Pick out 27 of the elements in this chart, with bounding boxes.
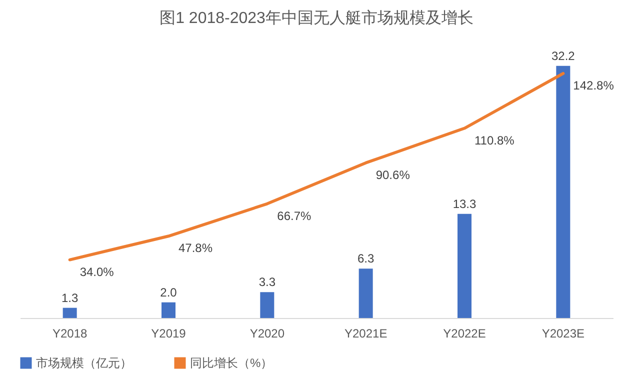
data-label: 66.7%: [277, 208, 312, 223]
x-tick-label: Y2018: [52, 326, 88, 340]
data-label: 2.0: [160, 285, 178, 300]
data-label: 90.6%: [376, 168, 410, 182]
x-tick-label: Y2019: [151, 326, 186, 340]
bar: [458, 214, 472, 318]
bar: [161, 302, 176, 318]
x-tick-label: Y2021E: [344, 326, 388, 340]
x-tick-label: Y2020: [250, 326, 285, 340]
data-label: 13.3: [452, 196, 477, 211]
legend-label: 市场规模（亿元）: [36, 356, 132, 370]
x-tick-label: Y2023E: [542, 326, 585, 340]
legend-label: 同比增长（%）: [190, 356, 273, 370]
bar: [556, 66, 570, 318]
data-label: 32.2: [551, 48, 576, 63]
bar: [358, 268, 373, 318]
data-label: 3.3: [258, 275, 276, 290]
data-label: 142.8%: [573, 78, 614, 92]
data-label: 1.3: [61, 290, 78, 305]
data-label: 34.0%: [80, 264, 114, 279]
x-tick-label: Y2022E: [443, 326, 486, 340]
bar: [260, 292, 274, 318]
data-label: 6.3: [357, 252, 374, 266]
bar: [62, 308, 77, 318]
data-label: 47.8%: [178, 241, 213, 256]
chart-title: 图1 2018-2023年中国无人艇市场规模及增长: [160, 9, 474, 27]
data-label: 110.8%: [474, 133, 515, 148]
